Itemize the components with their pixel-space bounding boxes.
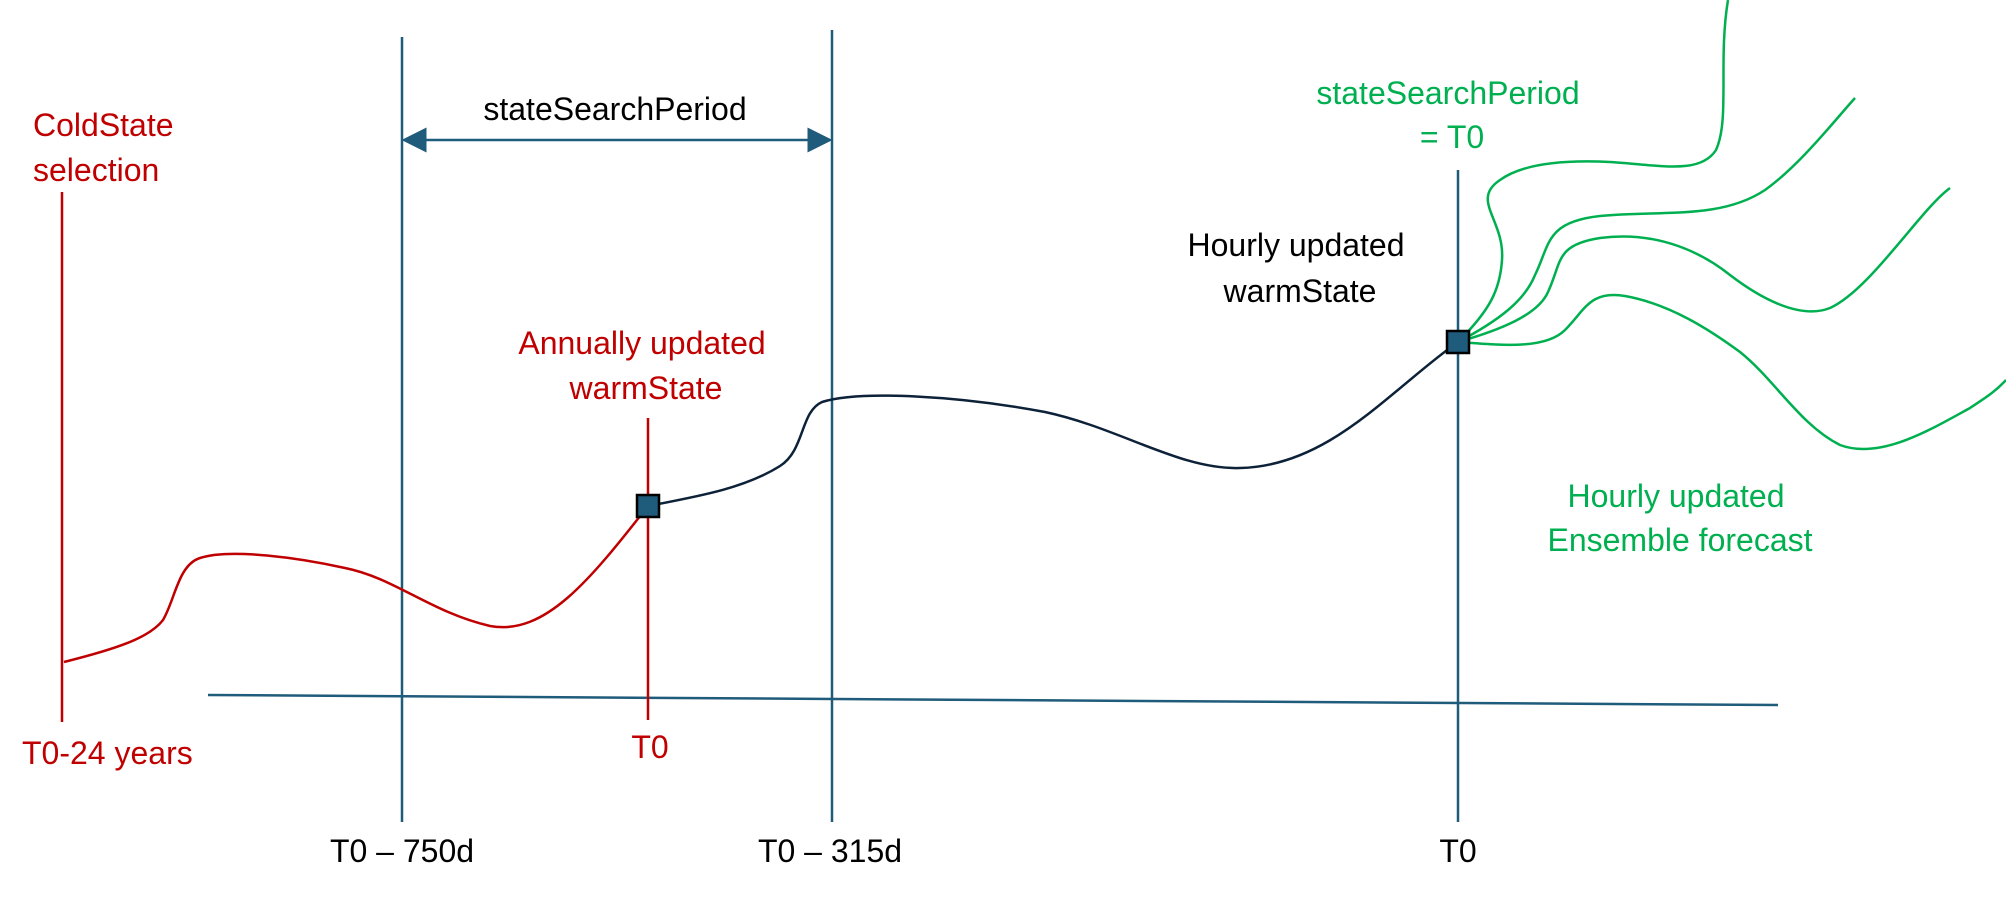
ensemble-member-4	[1457, 293, 2006, 451]
annual-warmstate-label-line2: warmState	[569, 370, 723, 406]
ensemble-member-3	[1457, 186, 1951, 344]
ensemble-label-line2: Ensemble forecast	[1547, 522, 1812, 558]
ensemble-member-2	[1457, 97, 1856, 344]
axis-label-t0: T0	[1439, 833, 1476, 869]
axis-label-t0-750d: T0 – 750d	[330, 833, 474, 869]
hourly-warmstate-marker	[1445, 329, 1471, 355]
annual-t0-label: T0	[631, 729, 668, 765]
dark-state-curve	[647, 340, 1459, 508]
coldstate-label-line2: selection	[33, 152, 159, 188]
state-search-period-label: stateSearchPeriod	[483, 91, 746, 127]
annual-warmstate-label-line1: Annually updated	[518, 325, 765, 361]
time-axis-line	[207, 693, 1779, 707]
ensemble-label-line1: Hourly updated	[1567, 478, 1784, 514]
annual-warmstate-marker	[635, 493, 661, 519]
t0-24-years-label: T0-24 years	[22, 735, 193, 771]
axis-label-t0-315d: T0 – 315d	[758, 833, 902, 869]
green-ssp-label-line1: stateSearchPeriod	[1316, 75, 1579, 111]
coldstate-label-line1: ColdState	[33, 107, 174, 143]
red-state-curve	[63, 505, 649, 664]
hourly-warmstate-label-line2: warmState	[1223, 273, 1377, 309]
ensemble-member-1	[1457, 0, 1730, 343]
hourly-warmstate-label-line1: Hourly updated	[1187, 227, 1404, 263]
green-ssp-label-line2: = T0	[1420, 119, 1484, 155]
